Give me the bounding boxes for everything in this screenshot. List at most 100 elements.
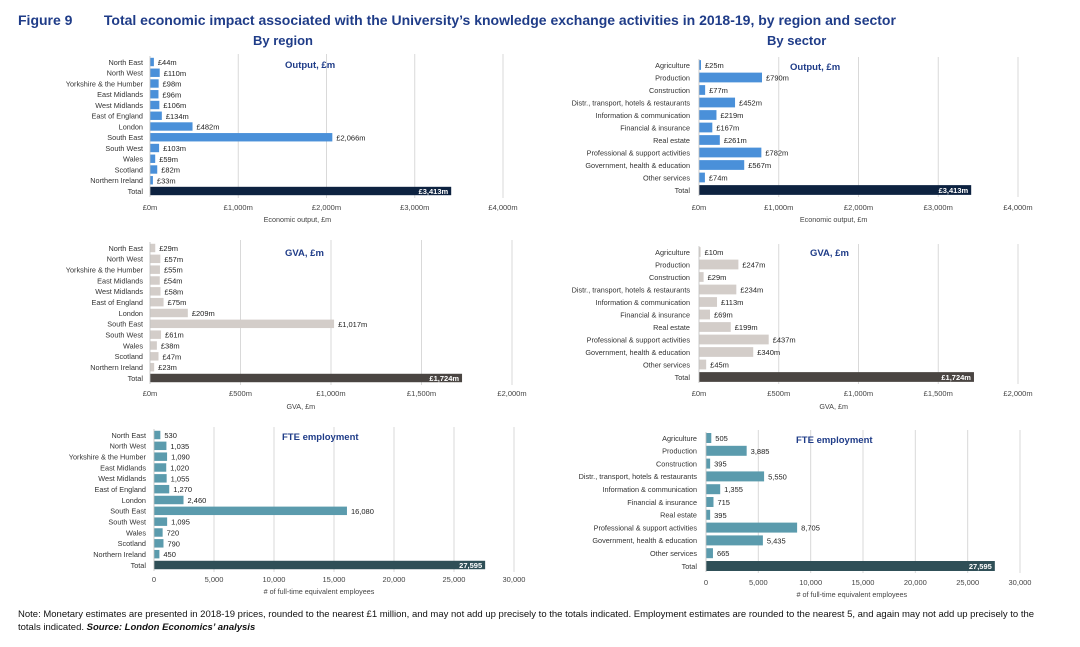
data-label: £45m	[710, 361, 729, 370]
category-label: East Midlands	[97, 90, 143, 99]
data-label: £33m	[157, 176, 176, 185]
x-tick-label: 20,000	[383, 575, 406, 584]
data-label: £55m	[164, 266, 183, 275]
category-label: West Midlands	[95, 287, 143, 296]
data-label: £209m	[192, 309, 215, 318]
bar	[150, 265, 160, 274]
bar	[706, 548, 713, 559]
bar-total	[706, 561, 995, 571]
data-label: 1,090	[171, 453, 190, 462]
x-tick-label: 0	[704, 578, 708, 587]
data-label: £57m	[164, 255, 183, 264]
category-label: Agriculture	[662, 434, 697, 443]
data-label: 1,270	[173, 485, 192, 494]
x-tick-label: £1,000m	[844, 389, 873, 398]
data-label: £59m	[159, 155, 178, 164]
data-label-total: £3,413m	[939, 186, 969, 195]
category-label: Total	[675, 373, 691, 382]
bar	[154, 463, 167, 472]
bar	[154, 539, 164, 548]
bar	[150, 287, 161, 296]
category-label: South East	[107, 320, 143, 329]
x-tick-label: 10,000	[799, 578, 822, 587]
data-label: £10m	[705, 248, 724, 257]
data-label: 1,055	[171, 474, 190, 483]
bar	[699, 309, 711, 320]
right-subtitle: By sector	[767, 33, 827, 48]
category-label: Production	[655, 260, 690, 269]
bar-total	[699, 372, 974, 382]
data-label: £74m	[709, 174, 728, 183]
bar	[706, 522, 798, 533]
bar	[150, 133, 333, 142]
data-label: £103m	[163, 144, 186, 153]
category-label: London	[119, 309, 143, 318]
data-label: £167m	[716, 124, 739, 133]
category-label: East Midlands	[97, 276, 143, 285]
bar	[150, 122, 193, 131]
x-axis-label: GVA, £m	[286, 402, 315, 411]
bar	[154, 474, 167, 483]
bar	[150, 308, 188, 318]
category-label: Scotland	[115, 352, 143, 361]
data-label: £234m	[740, 286, 763, 295]
chart-title: GVA, £m	[810, 248, 849, 259]
x-tick-label: £500m	[767, 389, 790, 398]
data-label: 16,080	[351, 507, 374, 516]
data-label: 1,035	[170, 442, 189, 451]
data-label: £44m	[158, 58, 177, 67]
bar	[150, 100, 160, 110]
data-label: 665	[717, 549, 730, 558]
data-label: £567m	[748, 161, 771, 170]
x-tick-label: £500m	[229, 389, 252, 398]
category-label: Production	[655, 73, 690, 82]
bar	[150, 143, 160, 153]
data-label: £2,066m	[336, 133, 365, 142]
bar	[706, 471, 765, 482]
figure-header: Figure 9 Total economic impact associate…	[18, 12, 896, 28]
bar	[150, 341, 157, 350]
bar	[150, 90, 159, 99]
category-label: Information & communication	[603, 485, 698, 494]
data-label: 5,550	[768, 472, 787, 481]
left-subtitle: By region	[253, 33, 313, 48]
category-label: South West	[105, 144, 143, 153]
bar	[154, 528, 163, 537]
category-label: Construction	[656, 459, 697, 468]
data-label-total: 27,595	[969, 562, 992, 571]
data-label: £452m	[739, 99, 762, 108]
category-label: Government, health & education	[592, 536, 697, 545]
data-label: 2,460	[188, 496, 207, 505]
bar	[150, 352, 159, 361]
category-label: Wales	[126, 528, 146, 537]
category-label: Total	[675, 186, 691, 195]
category-label: West Midlands	[95, 101, 143, 110]
bar	[150, 176, 153, 185]
category-label: Yorkshire & the Humber	[69, 452, 147, 461]
x-tick-label: £1,000m	[224, 203, 253, 212]
category-label: Yorkshire & the Humber	[66, 265, 144, 274]
figure-number: Figure 9	[18, 12, 73, 28]
data-label: £790m	[766, 74, 789, 83]
data-label: 505	[715, 434, 728, 443]
x-tick-label: £2,000m	[497, 389, 526, 398]
bar	[154, 495, 184, 505]
data-label: £247m	[742, 261, 765, 270]
data-label: £69m	[714, 311, 733, 320]
x-tick-label: £1,500m	[924, 389, 953, 398]
bar	[150, 79, 159, 88]
bar	[699, 160, 745, 170]
category-label: Professional & support activities	[587, 335, 691, 344]
note-source: Source: London Economics’ analysis	[86, 622, 256, 633]
category-label: Professional & support activities	[594, 523, 698, 532]
bar	[150, 57, 154, 67]
chart-region-fte: 0 5,000 10,000 15,000 20,000 25,000 30,000 # of…	[69, 427, 525, 596]
category-label: Total	[128, 374, 144, 383]
category-label: South East	[110, 507, 146, 516]
category-label: North East	[112, 431, 146, 440]
bar	[699, 334, 769, 345]
bar	[706, 433, 712, 443]
chart-sector-fte: 0 5,000 10,000 15,000 20,000 25,000 30,000 # of…	[579, 430, 1032, 599]
bar	[706, 484, 721, 495]
x-tick-label: 30,000	[1009, 578, 1032, 587]
